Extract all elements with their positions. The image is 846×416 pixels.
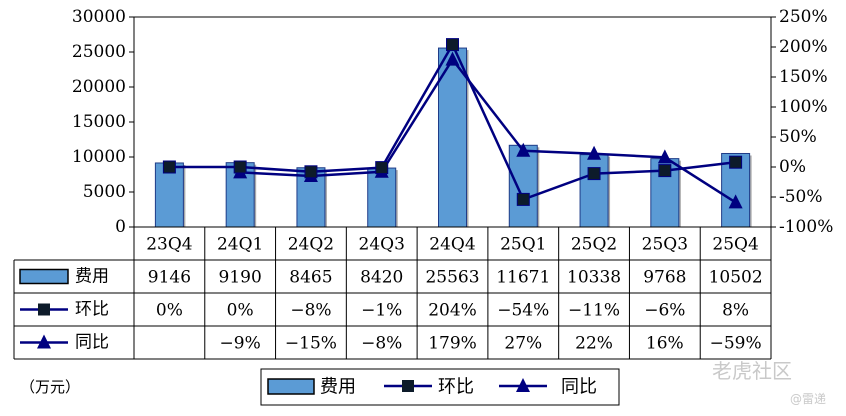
legend-label: 环比	[438, 377, 474, 398]
data-label: −59%	[710, 334, 762, 354]
right-axis-tick-label: 100%	[779, 97, 828, 117]
left-axis-tick-label: 20000	[72, 77, 126, 97]
category-label: 24Q1	[217, 235, 263, 255]
data-label: 25563	[425, 268, 479, 288]
data-label: 9768	[643, 268, 686, 288]
triangle-marker	[587, 145, 602, 160]
series-name-label: 环比	[75, 300, 109, 320]
right-axis-tick-label: 250%	[779, 7, 828, 27]
data-label: 11671	[496, 268, 550, 288]
data-label: 0%	[156, 301, 183, 321]
data-label: −8%	[290, 301, 331, 321]
legend-key-bar	[19, 268, 69, 285]
watermark-author: @雷递	[790, 392, 827, 406]
bar	[579, 154, 609, 228]
square-marker	[446, 38, 459, 52]
square-marker	[162, 160, 176, 174]
right-axis-tick-label: 0%	[779, 157, 806, 177]
data-label: −11%	[568, 301, 620, 321]
category-label: 24Q3	[359, 235, 405, 255]
right-axis-tick-label: 200%	[779, 37, 828, 57]
category-label: 23Q4	[146, 235, 192, 255]
left-axis-tick-label: 15000	[72, 112, 126, 132]
data-label: 204%	[428, 301, 477, 321]
square-marker	[658, 164, 672, 178]
square-marker	[729, 155, 743, 169]
series-name-label: 同比	[75, 333, 109, 353]
left-axis-tick-label: 25000	[72, 42, 126, 62]
data-label: −8%	[361, 334, 402, 354]
data-label: −54%	[497, 301, 549, 321]
data-label: 8%	[722, 301, 749, 321]
right-axis-tick-label: -50%	[779, 187, 823, 207]
legend-box	[260, 368, 620, 406]
category-label: 25Q4	[712, 235, 758, 255]
data-label: −15%	[285, 334, 337, 354]
square-marker	[587, 167, 601, 181]
data-label: 8465	[289, 268, 332, 288]
category-label: 24Q2	[288, 235, 334, 255]
series-name-label: 费用	[75, 267, 109, 287]
legend-key-bar	[267, 378, 315, 395]
right-axis-tick-label: 50%	[779, 127, 817, 147]
series-line-同比	[240, 57, 737, 204]
data-label: 10338	[567, 268, 621, 288]
right-axis-tick-label: -100%	[779, 217, 833, 237]
data-label: 0%	[227, 301, 254, 321]
triangle-marker	[516, 142, 531, 157]
data-label: −1%	[361, 301, 402, 321]
legend: 费用 环比 同比	[260, 368, 620, 406]
data-label: 27%	[504, 334, 542, 354]
left-axis-tick-label: 10000	[72, 147, 126, 167]
triangle-marker	[445, 51, 460, 66]
legend-label: 费用	[320, 377, 356, 398]
legend-label: 同比	[561, 377, 597, 398]
data-label: −6%	[644, 301, 685, 321]
square-marker	[516, 192, 530, 206]
data-label: 8420	[360, 268, 403, 288]
left-axis-tick-label: 0	[115, 217, 126, 237]
legend-key-square	[402, 380, 414, 392]
bar	[508, 144, 538, 228]
data-label: 9190	[219, 268, 262, 288]
watermark-logo: 老虎社区	[712, 359, 792, 383]
bar	[438, 47, 467, 228]
category-label: 25Q2	[571, 235, 617, 255]
data-label: 9146	[148, 268, 191, 288]
data-label: −9%	[220, 334, 261, 354]
square-marker	[233, 160, 247, 174]
category-label: 25Q1	[500, 235, 546, 255]
category-label: 25Q3	[642, 235, 688, 255]
triangle-marker	[657, 149, 672, 164]
data-label: 10502	[709, 268, 763, 288]
unit-label: （万元）	[20, 378, 81, 396]
legend-key-square	[38, 303, 50, 316]
right-axis-tick-label: 150%	[779, 67, 828, 87]
data-label: 16%	[646, 334, 684, 354]
left-axis-tick-label: 5000	[83, 182, 126, 202]
square-marker	[304, 165, 318, 179]
legend-key-triangle	[516, 378, 530, 392]
square-marker	[375, 161, 389, 175]
data-label: 179%	[428, 334, 477, 354]
legend-key-triangle	[37, 334, 51, 349]
bar	[721, 152, 751, 228]
data-label: 22%	[575, 334, 613, 354]
triangle-marker	[728, 194, 743, 209]
category-label: 24Q4	[429, 235, 475, 255]
left-axis-tick-label: 30000	[72, 7, 126, 27]
